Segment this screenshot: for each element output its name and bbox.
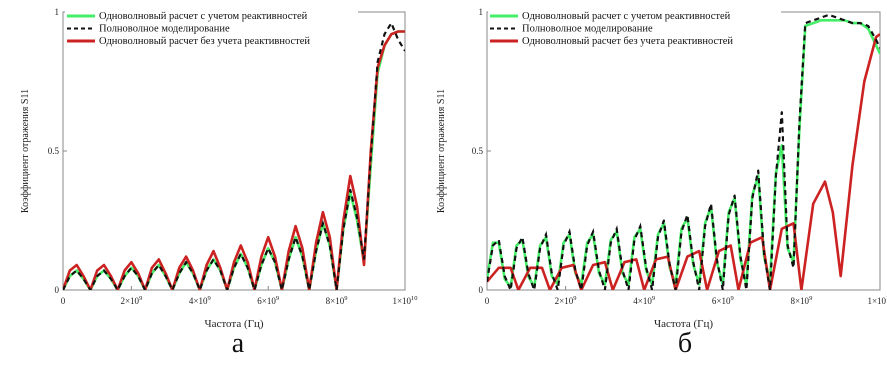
y-tick-label: 0 (55, 285, 60, 295)
x-tick-exponent: 9 (730, 295, 733, 302)
legend-entry: Полноволное моделирование (522, 24, 653, 35)
x-tick-label: 4×109 (189, 295, 211, 306)
legend-box (488, 10, 781, 53)
x-tick-exponent: 9 (809, 295, 812, 302)
series-line-1 (63, 30, 405, 290)
x-tick-label: 8×109 (326, 295, 348, 306)
y-tick-label: 0.5 (48, 146, 60, 156)
chart-panel-2: 0 2×109 4×109 6×109 8×109 1×1010 0 0.5 1 Частота … (436, 7, 887, 359)
x-tick-exponent: 9 (344, 295, 347, 302)
series-line-overlay (487, 13, 880, 290)
chart-panel-1: 0 2×109 4×109 6×109 8×109 1×1010 0 0.5 1 Частота … (20, 7, 418, 359)
plot-frame (486, 11, 881, 291)
legend-entry: Одноволновый расчет без учета реактивнос… (99, 36, 310, 47)
series-line-2 (63, 22, 405, 290)
x-tick-exponent: 9 (652, 295, 655, 302)
y-tick-label: 1 (55, 7, 60, 17)
x-tick-label: 2×109 (555, 295, 577, 306)
legend-entry: Одноволновый расчет с учетом реактивност… (99, 11, 308, 22)
series-line-3 (487, 33, 880, 290)
legend-entry: Одноволновый расчет без учета реактивнос… (522, 36, 733, 47)
series-line-3 (63, 30, 405, 290)
x-axis-label: Частота (Гц) (204, 318, 263, 330)
x-tick-label: 4×109 (633, 295, 655, 306)
x-tick-exponent: 9 (276, 295, 279, 302)
legend-box (65, 10, 358, 53)
x-tick-exponent: 9 (139, 295, 142, 302)
x-tick-exponent: 9 (207, 295, 210, 302)
legend-entry: Полноволное моделирование (99, 24, 230, 35)
x-tick-label: 1×1010 (392, 295, 417, 306)
x-tick-label: 0 (485, 296, 490, 306)
x-tick-label: 2×109 (120, 295, 142, 306)
y-tick-label: 1 (479, 7, 484, 17)
panel-label: б (678, 328, 692, 359)
x-tick-label: 8×109 (790, 295, 812, 306)
series-line-2 (487, 13, 880, 290)
y-tick-label: 0 (479, 285, 484, 295)
y-axis-label: Коэффициент отражения S11 (20, 89, 31, 213)
x-axis-label: Частота (Гц) (654, 318, 713, 330)
y-tick-label: 0.5 (472, 146, 484, 156)
x-tick-exponent: 9 (573, 295, 576, 302)
x-tick-label: 0 (61, 296, 66, 306)
x-tick-exponent: 10 (411, 295, 418, 302)
panel-label: а (232, 328, 245, 359)
plot-frame (62, 11, 406, 291)
series-line-overlay (63, 20, 405, 290)
x-tick-label: 1×1010 (867, 295, 887, 306)
y-axis-label: Коэффициент отражения S11 (436, 89, 447, 213)
x-tick-label: 6×109 (257, 295, 279, 306)
series-line-1 (487, 18, 880, 289)
legend-entry: Одноволновый расчет с учетом реактивност… (522, 11, 731, 22)
x-tick-label: 6×109 (712, 295, 734, 306)
